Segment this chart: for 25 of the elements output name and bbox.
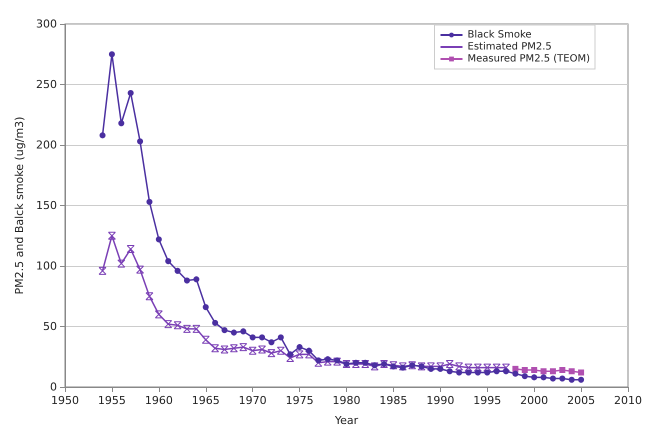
x-tick-label: 1985 xyxy=(379,394,408,407)
legend-label: Measured PM2.5 (TEOM) xyxy=(468,54,590,64)
x-tick-label: 1995 xyxy=(473,394,502,407)
x-tick-label: 1965 xyxy=(192,394,220,407)
x-tick-label: 1970 xyxy=(238,394,267,407)
y-tick-label: 200 xyxy=(36,138,57,152)
y-axis-title: PM2.5 and Balck smoke (ug/m3) xyxy=(13,116,26,294)
x-tick-label: 1980 xyxy=(332,394,360,407)
y-tick-label: 0 xyxy=(50,380,57,394)
y-tick-label: 100 xyxy=(36,260,57,272)
x-tick-label: 2000 xyxy=(520,394,548,407)
x-tick-label: 1950 xyxy=(51,394,79,407)
x-tick-label: 1975 xyxy=(286,394,314,407)
legend-label: Black Smoke xyxy=(468,30,532,40)
y-tick-label: 50 xyxy=(43,320,57,333)
x-tick-label: 1990 xyxy=(426,394,454,407)
y-tick-label: 250 xyxy=(36,78,57,91)
legend-label: Estimated PM2.5 xyxy=(468,42,552,52)
x-tick-label: 1960 xyxy=(144,394,173,407)
y-tick-label: 150 xyxy=(36,199,57,212)
x-tick-label: 2010 xyxy=(614,394,642,407)
y-tick-label: 300 xyxy=(36,18,57,30)
x-tick-label: 1955 xyxy=(98,394,126,407)
x-axis-title: Year xyxy=(334,414,359,427)
x-tick-label: 2005 xyxy=(567,394,596,407)
